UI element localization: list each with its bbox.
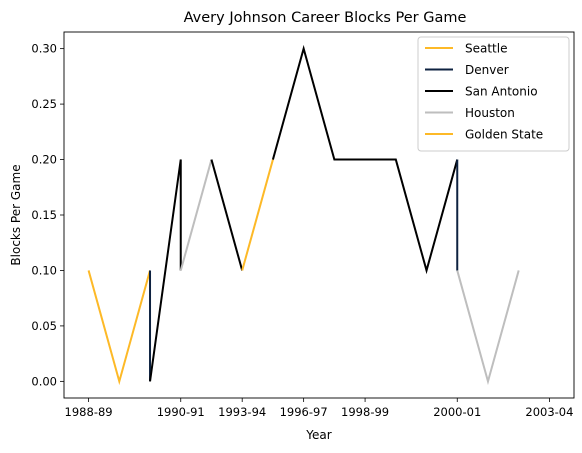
y-tick-label: 0.10: [31, 263, 57, 277]
y-tick-label: 0.30: [31, 42, 57, 56]
legend-label: San Antonio: [465, 85, 538, 99]
y-axis-ticks: 0.00 0.05 0.10 0.15 0.20 0.25 0.30: [31, 42, 64, 388]
legend-label: Golden State: [465, 128, 543, 142]
legend-label: Denver: [465, 63, 509, 77]
series-line-seattle-0: [87, 270, 151, 386]
x-axis-label: Year: [305, 428, 331, 442]
x-tick-label: 2003-04: [525, 405, 573, 419]
series-line-houston-8: [456, 270, 520, 386]
legend-label: Houston: [465, 106, 515, 120]
series-line-san-antonio-6: [271, 44, 459, 275]
legend-frame: [417, 36, 570, 152]
y-tick-label: 0.05: [31, 319, 57, 333]
series-line-golden-state-5: [241, 159, 274, 271]
x-tick-label: 2000-01: [433, 405, 481, 419]
plot-area: 1988-89 1990-91 1993-94 1996-97 1998-99 2000-…: [31, 31, 575, 419]
x-tick-label: 1990-91: [157, 405, 205, 419]
y-tick-label: 0.25: [31, 97, 57, 111]
series-line-san-antonio-2: [149, 159, 182, 382]
series-line-houston-3: [179, 159, 213, 271]
x-axis-ticks: 1988-89 1990-91 1993-94 1996-97 1998-99 2000-…: [65, 398, 573, 419]
y-tick-label: 0.20: [31, 153, 57, 167]
x-tick-label: 1996-97: [280, 405, 328, 419]
y-tick-label: 0.15: [31, 208, 57, 222]
legend: Seattle Denver San Antonio Houston Golden St…: [417, 36, 570, 152]
legend-label: Seattle: [465, 42, 507, 56]
y-axis-label: Blocks Per Game: [9, 164, 23, 265]
y-tick-label: 0.00: [31, 374, 57, 388]
chart-title: Avery Johnson Career Blocks Per Game: [184, 10, 467, 26]
x-tick-label: 1988-89: [65, 405, 113, 419]
series-line-san-antonio-4: [210, 159, 244, 271]
series-layer: [87, 44, 520, 386]
x-tick-label: 1993-94: [218, 405, 266, 419]
x-tick-label: 1998-99: [341, 405, 389, 419]
